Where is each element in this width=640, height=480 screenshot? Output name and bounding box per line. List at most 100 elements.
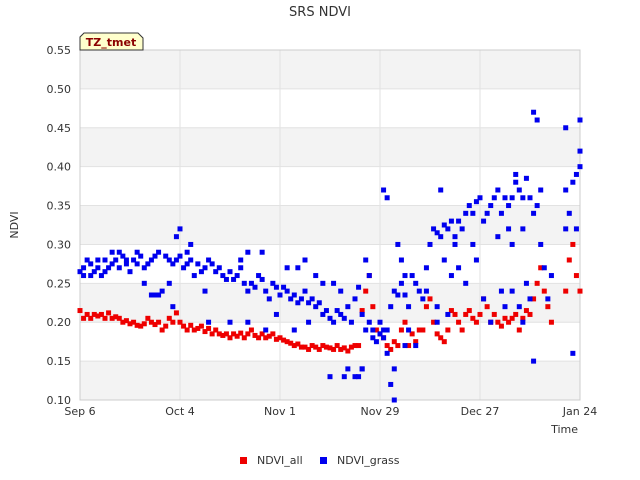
- data-point: [102, 269, 108, 275]
- data-point: [259, 249, 265, 255]
- data-point: [398, 280, 404, 286]
- data-point: [495, 319, 501, 325]
- data-point: [116, 265, 122, 271]
- legend: NDVI_all NDVI_grass: [240, 454, 400, 467]
- data-point: [273, 336, 279, 342]
- data-point: [477, 195, 483, 201]
- data-point: [438, 234, 444, 240]
- x-tick-label: Jan 24: [562, 405, 597, 418]
- data-point: [538, 187, 544, 193]
- y-tick-label: 0.55: [47, 44, 72, 57]
- data-point: [513, 179, 519, 185]
- grid-band: [80, 88, 580, 128]
- data-point: [213, 269, 219, 275]
- data-point: [395, 241, 401, 247]
- data-point: [141, 265, 147, 271]
- data-point: [227, 319, 233, 325]
- data-point: [123, 257, 129, 263]
- data-point: [198, 269, 204, 275]
- data-point: [448, 218, 454, 224]
- y-axis-ticks: 0.10 0.15 0.20 0.25 0.30 0.35 0.40 0.45 0.50 0.55: [47, 44, 72, 407]
- data-point: [341, 374, 347, 380]
- data-point: [563, 288, 569, 294]
- site-badge: TZ_tmet: [79, 32, 144, 51]
- data-point: [441, 339, 447, 345]
- data-point: [131, 319, 137, 325]
- data-point: [484, 304, 490, 310]
- data-point: [573, 226, 579, 232]
- data-point: [159, 288, 165, 294]
- data-point: [259, 276, 265, 282]
- data-point: [498, 288, 504, 294]
- data-point: [134, 322, 140, 328]
- data-point: [295, 300, 301, 306]
- data-point: [338, 311, 344, 317]
- data-point: [541, 265, 547, 271]
- data-point: [509, 315, 515, 321]
- data-point: [145, 261, 151, 267]
- data-point: [266, 296, 272, 302]
- data-point: [509, 288, 515, 294]
- data-point: [238, 265, 244, 271]
- data-point: [577, 117, 583, 123]
- data-point: [356, 284, 362, 290]
- data-point: [370, 304, 376, 310]
- legend-label: NDVI_all: [257, 454, 303, 467]
- data-point: [527, 311, 533, 317]
- series-NDVI_grass: [77, 109, 583, 403]
- data-point: [191, 273, 197, 279]
- data-point: [413, 280, 419, 286]
- data-point: [166, 315, 172, 321]
- data-point: [306, 300, 312, 306]
- data-point: [445, 327, 451, 333]
- data-point: [538, 265, 544, 271]
- x-tick-label: Sep 6: [64, 405, 95, 418]
- x-tick-label: Nov 1: [264, 405, 296, 418]
- data-point: [263, 327, 269, 333]
- data-point: [570, 179, 576, 185]
- data-point: [456, 218, 462, 224]
- data-point: [406, 327, 412, 333]
- data-point: [91, 269, 97, 275]
- data-point: [384, 327, 390, 333]
- data-point: [323, 344, 329, 350]
- data-point: [163, 253, 169, 259]
- data-point: [256, 273, 262, 279]
- data-point: [363, 288, 369, 294]
- data-point: [506, 203, 512, 209]
- data-point: [234, 333, 240, 339]
- data-point: [88, 273, 94, 279]
- data-point: [241, 335, 247, 341]
- data-point: [491, 195, 497, 201]
- data-point: [566, 210, 572, 216]
- data-point: [284, 265, 290, 271]
- data-point: [481, 296, 487, 302]
- data-point: [359, 311, 365, 317]
- data-point: [173, 310, 179, 316]
- data-point: [448, 308, 454, 314]
- grid-band: [80, 361, 580, 400]
- data-point: [391, 339, 397, 345]
- data-point: [348, 344, 354, 350]
- data-point: [434, 304, 440, 310]
- data-point: [531, 109, 537, 115]
- data-point: [156, 319, 162, 325]
- y-tick-label: 0.30: [47, 238, 72, 251]
- data-point: [213, 327, 219, 333]
- data-point: [341, 345, 347, 351]
- data-point: [306, 319, 312, 325]
- data-point: [406, 304, 412, 310]
- data-point: [327, 315, 333, 321]
- data-point: [388, 304, 394, 310]
- data-point: [359, 366, 365, 372]
- data-point: [395, 292, 401, 298]
- data-point: [452, 234, 458, 240]
- data-point: [523, 308, 529, 314]
- data-point: [309, 296, 315, 302]
- data-point: [152, 292, 158, 298]
- data-point: [498, 323, 504, 329]
- data-point: [381, 187, 387, 193]
- data-point: [541, 288, 547, 294]
- data-point: [134, 261, 140, 267]
- data-point: [331, 280, 337, 286]
